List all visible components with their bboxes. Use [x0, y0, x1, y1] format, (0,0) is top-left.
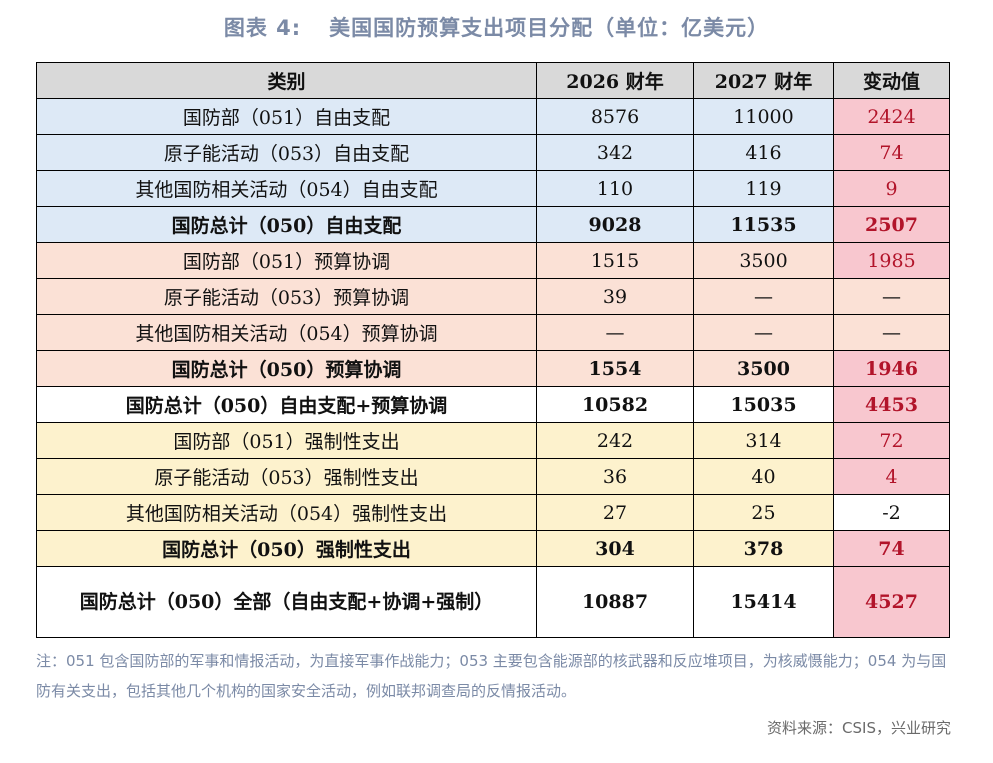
fy2026-cell: 110 [536, 170, 694, 207]
change-cell: — [833, 278, 950, 315]
fy2026-cell: 342 [536, 134, 694, 171]
fy2027-cell: 314 [693, 422, 834, 459]
category-cell: 国防部（051）预算协调 [36, 242, 537, 279]
fy2027-cell: 119 [693, 170, 834, 207]
fy2026-cell: 242 [536, 422, 694, 459]
fy2026-cell: 36 [536, 458, 694, 495]
fy2026-cell: 9028 [536, 206, 694, 243]
fy2027-cell: 15414 [693, 566, 834, 638]
source-credit: 资料来源：CSIS，兴业研究 [767, 719, 951, 737]
fy2026-cell: 10582 [536, 386, 694, 423]
figure-title: 图表 4: 美国国防预算支出项目分配（单位：亿美元） [0, 12, 993, 42]
category-cell: 原子能活动（053）强制性支出 [36, 458, 537, 495]
table-note: 注：051 包含国防部的军事和情报活动，为直接军事作战能力；053 主要包含能源… [36, 652, 947, 700]
change-cell: 1985 [833, 242, 950, 279]
table-row: 原子能活动（053）强制性支出 36 40 4 [36, 458, 950, 495]
category-cell: 国防总计（050）强制性支出 [36, 530, 537, 567]
header-category: 类别 [36, 62, 537, 99]
table-row-subtotal: 国防总计（050）自由支配 9028 11535 2507 [36, 206, 950, 243]
category-cell: 其他国防相关活动（054）强制性支出 [36, 494, 537, 531]
category-cell: 国防总计（050）自由支配+预算协调 [36, 386, 537, 423]
change-cell: 2424 [833, 98, 950, 135]
fy2027-cell: 40 [693, 458, 834, 495]
change-cell: 4527 [833, 566, 950, 638]
change-cell: 4 [833, 458, 950, 495]
table-row-grand-total: 国防总计（050）全部（自由支配+协调+强制） 10887 15414 4527 [36, 566, 950, 638]
category-cell: 国防总计（050）自由支配 [36, 206, 537, 243]
category-cell: 国防总计（050）预算协调 [36, 350, 537, 387]
table-row: 国防部（051）强制性支出 242 314 72 [36, 422, 950, 459]
table-row: 其他国防相关活动（054）强制性支出 27 25 -2 [36, 494, 950, 531]
fy2027-cell: — [693, 278, 834, 315]
fy2027-cell: 416 [693, 134, 834, 171]
fy2027-cell: 11535 [693, 206, 834, 243]
fy2026-cell: 1515 [536, 242, 694, 279]
figure-title-text: 美国国防预算支出项目分配（单位：亿美元） [329, 16, 770, 40]
table-row: 国防部（051）预算协调 1515 3500 1985 [36, 242, 950, 279]
change-cell: 74 [833, 530, 950, 567]
change-cell: 74 [833, 134, 950, 171]
change-cell: — [833, 314, 950, 351]
header-fy2026: 2026 财年 [536, 62, 694, 99]
figure-number: 图表 4: [223, 16, 302, 40]
fy2027-cell: — [693, 314, 834, 351]
change-cell: 2507 [833, 206, 950, 243]
header-fy2027: 2027 财年 [693, 62, 834, 99]
category-cell: 国防总计（050）全部（自由支配+协调+强制） [36, 566, 537, 638]
fy2026-cell: 10887 [536, 566, 694, 638]
change-cell: -2 [833, 494, 950, 531]
change-cell: 4453 [833, 386, 950, 423]
change-cell: 9 [833, 170, 950, 207]
table-header-row: 类别 2026 财年 2027 财年 变动值 [36, 62, 950, 99]
category-cell: 其他国防相关活动（054）自由支配 [36, 170, 537, 207]
fy2027-cell: 11000 [693, 98, 834, 135]
table-row: 其他国防相关活动（054）自由支配 110 119 9 [36, 170, 950, 207]
defense-budget-table: 类别 2026 财年 2027 财年 变动值 国防部（051）自由支配 8576… [36, 62, 950, 638]
fy2026-cell: 27 [536, 494, 694, 531]
fy2027-cell: 25 [693, 494, 834, 531]
category-cell: 国防部（051）强制性支出 [36, 422, 537, 459]
fy2026-cell: 304 [536, 530, 694, 567]
table-row: 其他国防相关活动（054）预算协调 — — — [36, 314, 950, 351]
fy2026-cell: 8576 [536, 98, 694, 135]
table-row-subtotal: 国防总计（050）自由支配+预算协调 10582 15035 4453 [36, 386, 950, 423]
fy2026-cell: — [536, 314, 694, 351]
fy2026-cell: 1554 [536, 350, 694, 387]
table-row: 国防部（051）自由支配 8576 11000 2424 [36, 98, 950, 135]
category-cell: 其他国防相关活动（054）预算协调 [36, 314, 537, 351]
table-row-subtotal: 国防总计（050）预算协调 1554 3500 1946 [36, 350, 950, 387]
change-cell: 1946 [833, 350, 950, 387]
fy2027-cell: 3500 [693, 242, 834, 279]
category-cell: 原子能活动（053）预算协调 [36, 278, 537, 315]
table-row: 原子能活动（053）预算协调 39 — — [36, 278, 950, 315]
fy2027-cell: 3500 [693, 350, 834, 387]
change-cell: 72 [833, 422, 950, 459]
category-cell: 原子能活动（053）自由支配 [36, 134, 537, 171]
category-cell: 国防部（051）自由支配 [36, 98, 537, 135]
fy2027-cell: 15035 [693, 386, 834, 423]
fy2027-cell: 378 [693, 530, 834, 567]
table-row: 原子能活动（053）自由支配 342 416 74 [36, 134, 950, 171]
header-change: 变动值 [833, 62, 950, 99]
fy2026-cell: 39 [536, 278, 694, 315]
table-row-subtotal: 国防总计（050）强制性支出 304 378 74 [36, 530, 950, 567]
